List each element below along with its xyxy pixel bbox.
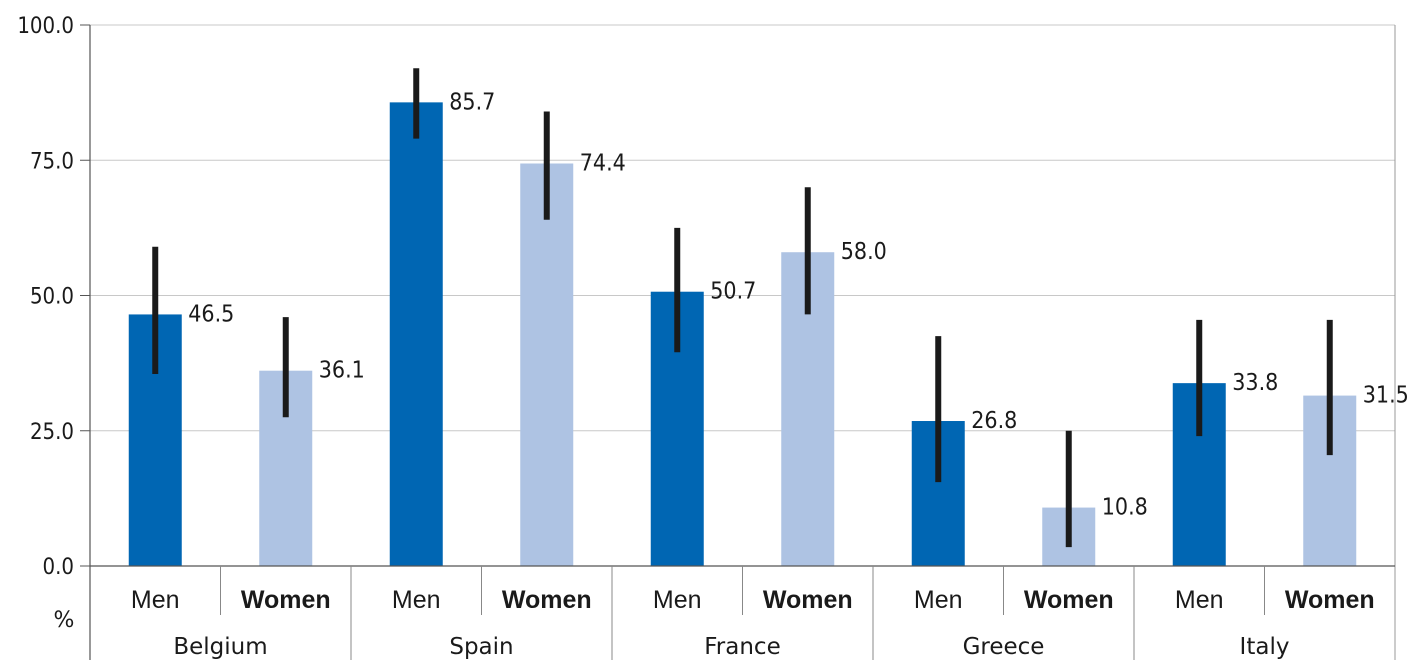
sex-label: Women [502,586,592,614]
country-label: Belgium [173,634,267,660]
sex-label: Women [241,586,331,614]
y-tick-label: 50.0 [30,285,74,310]
value-label: 36.1 [319,358,365,384]
error-bars [152,68,1333,548]
y-tick-label: 0.0 [43,555,74,580]
country-label: Greece [963,634,1045,660]
value-label: 46.5 [188,301,234,327]
sex-label: Women [763,586,853,614]
country-label: Italy [1240,634,1290,660]
value-label: 50.7 [710,279,756,305]
sex-label: Men [653,586,702,614]
y-unit-label: % [54,608,75,633]
value-label: 31.5 [1363,383,1409,409]
value-label: 58.0 [841,239,887,265]
y-tick-label: 100.0 [17,14,74,39]
country-label: Spain [449,634,513,660]
sex-label: Women [1024,586,1114,614]
sex-label: Women [1285,586,1375,614]
bar-women [520,163,574,566]
sex-label: Men [131,586,180,614]
value-label: 33.8 [1232,370,1278,396]
value-label: 74.4 [580,150,626,176]
sex-label: Men [914,586,963,614]
y-tick-label: 25.0 [30,420,74,445]
country-label: France [704,634,780,660]
bar-men [389,102,443,566]
bars [128,102,1357,566]
value-label: 10.8 [1102,495,1148,521]
y-tick-label: 75.0 [30,149,74,174]
sex-label: Men [1175,586,1224,614]
axes: 0.0 25.0 50.0 75.0 100.0 Belgium Men Women Spain… [17,14,1396,660]
value-label: 85.7 [449,89,495,115]
value-label: 26.8 [971,408,1017,434]
sex-label: Men [392,586,441,614]
value-labels: 46.5 36.1 85.7 74.4 50.7 58.0 26.8 10.8 33.8 31.5 [188,89,1409,520]
